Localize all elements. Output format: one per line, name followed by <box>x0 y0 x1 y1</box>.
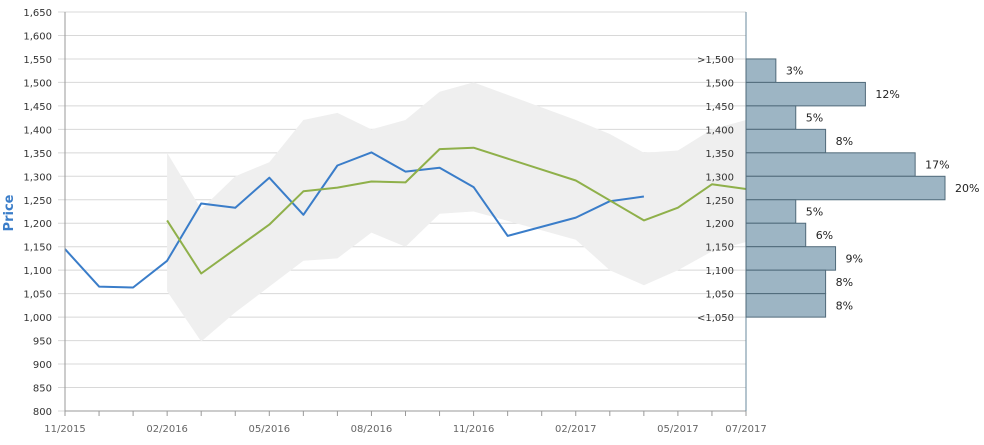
y-tick-label: 900 <box>33 360 52 371</box>
x-tick-label: 05/2016 <box>249 424 291 435</box>
x-tick-label: 11/2015 <box>44 424 86 435</box>
x-tick-label: 08/2016 <box>351 424 393 435</box>
distribution-percent-label: 12% <box>875 88 899 101</box>
distribution-percent-label: 5% <box>806 206 823 219</box>
distribution-percent-label: 8% <box>836 276 853 289</box>
y-tick-label: 1,300 <box>23 172 52 183</box>
distribution-percent-label: 8% <box>836 299 853 312</box>
y-tick-label: 1,400 <box>23 125 52 136</box>
y-tick-label: 1,100 <box>23 266 52 277</box>
x-tick-label: 07/2017 <box>725 424 767 435</box>
y-tick-label: 1,650 <box>23 8 52 19</box>
y-axis-label: Price <box>2 194 17 231</box>
x-tick-label: 05/2017 <box>657 424 699 435</box>
distribution-bar <box>745 222 807 248</box>
y-tick-label: 1,200 <box>23 219 52 230</box>
y-tick-label: 1,450 <box>23 102 52 113</box>
distribution-bin-label: 1,300 <box>705 172 734 183</box>
distribution-percent-label: 9% <box>846 252 863 265</box>
x-tick-label: 11/2016 <box>453 424 495 435</box>
green-price-line <box>166 146 747 275</box>
distribution-bin-label: 1,200 <box>705 219 734 230</box>
y-tick-label: 1,000 <box>23 313 52 324</box>
distribution-bin-label: 1,350 <box>705 149 734 160</box>
y-tick-label: 1,050 <box>23 290 52 301</box>
distribution-bar <box>745 105 797 130</box>
blue-price-line <box>64 151 645 289</box>
distribution-percent-label: 17% <box>925 159 949 172</box>
distribution-bar <box>745 58 777 83</box>
y-tick-label: 1,350 <box>23 149 52 160</box>
distribution-percent-label: 5% <box>806 112 823 125</box>
y-tick-label: 950 <box>33 337 52 348</box>
y-tick-label: 1,550 <box>23 55 52 66</box>
distribution-bin-label: 1,450 <box>705 102 734 113</box>
distribution-bar <box>745 269 827 295</box>
y-tick-labels: 800 850 900 950 1,000 1,050 1,100 1,150 1,200 1,2… <box>23 8 52 418</box>
distribution-bars: >1,500 3% 1,500 12% 1,450 5% 1,400 8% 1,350 17% 1,… <box>697 55 979 324</box>
distribution-bar <box>745 199 797 224</box>
distribution-percent-label: 6% <box>816 229 833 242</box>
distribution-bar <box>745 175 946 201</box>
distribution-bin-label: 1,500 <box>705 78 734 89</box>
y-tick-label: 1,600 <box>23 31 52 42</box>
axes <box>64 12 747 416</box>
distribution-bin-label: <1,050 <box>697 313 734 324</box>
range-band <box>167 82 747 342</box>
y-tick-label: 1,250 <box>23 196 52 207</box>
distribution-bin-label: 1,050 <box>705 290 734 301</box>
y-tick-label: 1,500 <box>23 78 52 89</box>
distribution-bar <box>745 152 916 177</box>
y-tick-label: 800 <box>33 407 52 418</box>
x-tick-labels: 11/2015 02/2016 05/2016 08/2016 11/2016 02/20… <box>44 424 767 435</box>
forecast-range-band <box>167 82 747 342</box>
distribution-bin-label: 1,400 <box>705 125 734 136</box>
distribution-percent-label: 8% <box>836 135 853 148</box>
distribution-bar <box>745 246 837 271</box>
x-tick-label: 02/2017 <box>555 424 597 435</box>
y-tick-label: 850 <box>33 384 52 395</box>
series-lines <box>64 146 747 289</box>
distribution-bin-label: 1,150 <box>705 243 734 254</box>
distribution-bin-label: 1,250 <box>705 196 734 207</box>
distribution-bar <box>745 128 827 154</box>
distribution-bar <box>745 293 827 318</box>
distribution-percent-label: 3% <box>786 65 803 78</box>
distribution-bar <box>745 81 866 107</box>
distribution-bin-label: 1,100 <box>705 266 734 277</box>
distribution-percent-label: 20% <box>955 182 979 195</box>
x-tick-label: 02/2016 <box>146 424 188 435</box>
distribution-bin-label: >1,500 <box>697 55 734 66</box>
y-tick-label: 1,150 <box>23 243 52 254</box>
